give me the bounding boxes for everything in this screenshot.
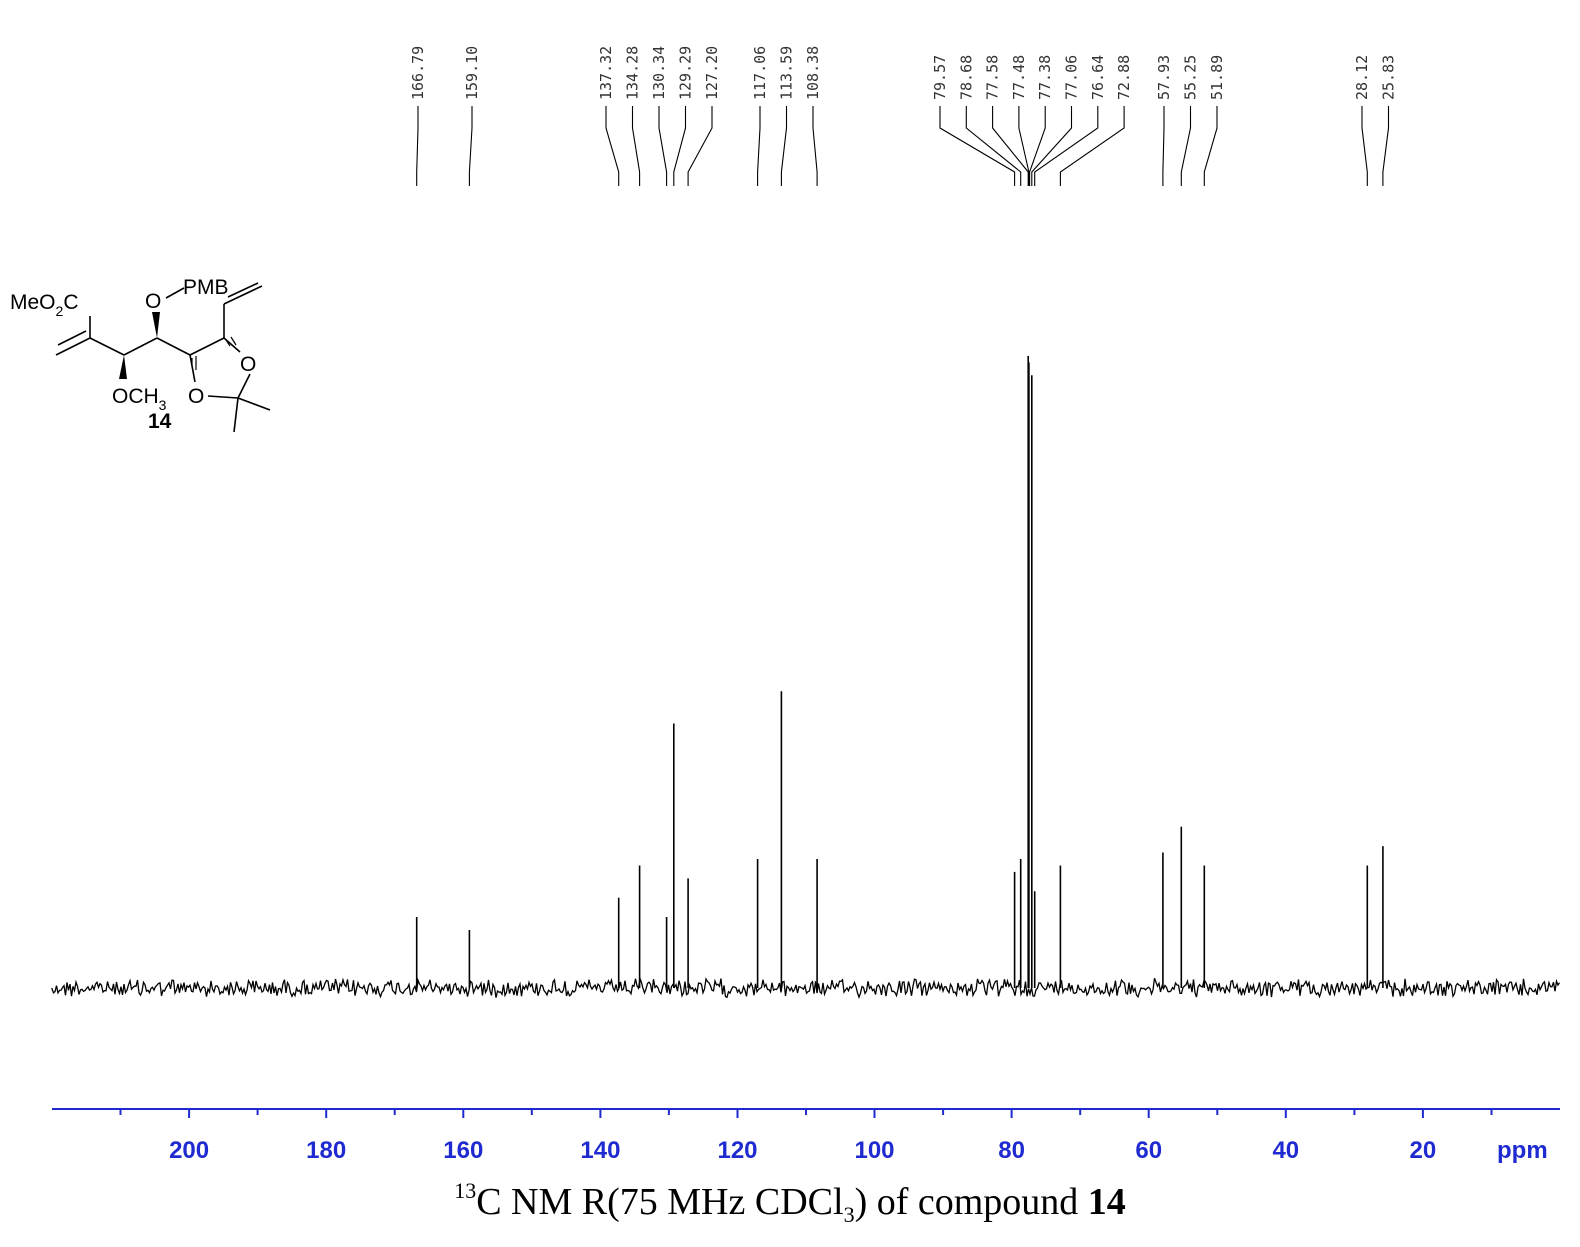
peak-connector-9 xyxy=(812,106,818,186)
methoxy-label: OCH3 xyxy=(112,385,167,413)
spectrum-baseline xyxy=(51,976,1561,1000)
caption-subscript: 3 xyxy=(843,1202,855,1227)
x-tick-label-200: 200 xyxy=(169,1137,209,1164)
ester-label: MeO2C xyxy=(10,291,78,319)
peak-connector-1 xyxy=(468,106,473,186)
peak-connector-8 xyxy=(780,106,788,186)
compound-number: 14 xyxy=(148,410,172,433)
ring-oxygen-upper: O xyxy=(240,353,256,376)
peak-label-connectors xyxy=(416,106,1390,186)
peak-labels: 166.79 159.10 137.32 134.28 130.34 129.29 127.… xyxy=(409,46,1398,100)
peak-connector-10 xyxy=(939,106,1016,186)
peak-label-2: 137.32 xyxy=(597,46,615,100)
x-tick-label-160: 160 xyxy=(443,1137,483,1164)
x-tick-label-120: 120 xyxy=(717,1137,757,1164)
x-axis-unit-label: ppm xyxy=(1497,1137,1548,1164)
x-tick-label-180: 180 xyxy=(306,1137,346,1164)
peak-label-21: 28.12 xyxy=(1353,55,1371,100)
peak-connector-13 xyxy=(1018,106,1030,186)
peak-label-4: 130.34 xyxy=(650,46,668,100)
peak-connector-3 xyxy=(631,106,641,186)
x-tick-label-80: 80 xyxy=(998,1137,1025,1164)
peak-connector-7 xyxy=(757,106,761,186)
peak-label-8: 113.59 xyxy=(778,46,796,100)
peak-connector-0 xyxy=(416,106,419,186)
peak-connector-22 xyxy=(1382,106,1390,186)
peak-connector-14 xyxy=(1029,106,1046,186)
peak-label-12: 77.58 xyxy=(984,55,1002,100)
peak-label-3: 134.28 xyxy=(624,46,642,100)
x-tick-label-60: 60 xyxy=(1135,1137,1162,1164)
peak-label-0: 166.79 xyxy=(409,46,427,100)
pmb-label: PMB xyxy=(183,276,229,299)
peak-label-22: 25.83 xyxy=(1380,55,1398,100)
caption-compound-number: 14 xyxy=(1087,1181,1126,1223)
ring-oxygen-lower: O xyxy=(188,385,204,408)
peak-label-1: 159.10 xyxy=(463,46,481,100)
x-tick-label-20: 20 xyxy=(1410,1137,1437,1164)
caption-text-main: C NM R(75 MHz CDCl xyxy=(476,1181,844,1223)
caption-isotope: 13 xyxy=(454,1178,477,1203)
x-tick-label-140: 140 xyxy=(580,1137,620,1164)
peak-label-15: 77.06 xyxy=(1063,55,1081,100)
peak-connector-4 xyxy=(658,106,668,186)
peak-label-16: 76.64 xyxy=(1089,55,1107,100)
peak-label-13: 77.48 xyxy=(1010,55,1028,100)
peak-connector-5 xyxy=(673,106,687,186)
peak-label-9: 108.38 xyxy=(804,46,822,100)
peak-label-10: 79.57 xyxy=(931,55,949,100)
peak-label-11: 78.68 xyxy=(957,55,975,100)
x-tick-label-40: 40 xyxy=(1272,1137,1299,1164)
x-axis: 200 180 160 140 120 100 80 60 40 20 xyxy=(52,1108,1560,1164)
peak-label-6: 127.20 xyxy=(703,46,721,100)
peak-label-20: 51.89 xyxy=(1208,55,1226,100)
o-pmb-label: O xyxy=(145,290,161,313)
x-tick-label-100: 100 xyxy=(854,1137,894,1164)
peak-label-14: 77.38 xyxy=(1036,55,1054,100)
peak-connector-19 xyxy=(1180,106,1192,186)
peak-connector-12 xyxy=(992,106,1029,186)
peak-connector-18 xyxy=(1162,106,1165,186)
wedge-bond-opmb xyxy=(152,312,160,338)
caption-text-tail: ) of compound xyxy=(854,1181,1088,1223)
peak-connector-11 xyxy=(965,106,1022,186)
peak-connector-16 xyxy=(1034,106,1099,186)
peak-connector-15 xyxy=(1031,106,1073,186)
peak-connector-17 xyxy=(1059,106,1125,186)
spectrum-peaks xyxy=(415,355,1384,988)
peak-label-5: 129.29 xyxy=(677,46,695,100)
peak-connector-20 xyxy=(1203,106,1218,186)
peak-connector-21 xyxy=(1361,106,1368,186)
peak-connector-6 xyxy=(687,106,713,186)
figure-caption: 13C NM R(75 MHz CDCl3) of compound 14 xyxy=(0,1178,1580,1228)
peak-label-19: 55.25 xyxy=(1182,55,1200,100)
wedge-bond-methoxy xyxy=(119,355,127,379)
peak-connector-2 xyxy=(605,106,620,186)
peak-label-18: 57.93 xyxy=(1155,55,1173,100)
peak-label-7: 117.06 xyxy=(751,46,769,100)
chemical-structure: MeO2C OCH3 O PMB O O 14 xyxy=(10,276,271,433)
peak-label-17: 72.88 xyxy=(1115,55,1133,100)
